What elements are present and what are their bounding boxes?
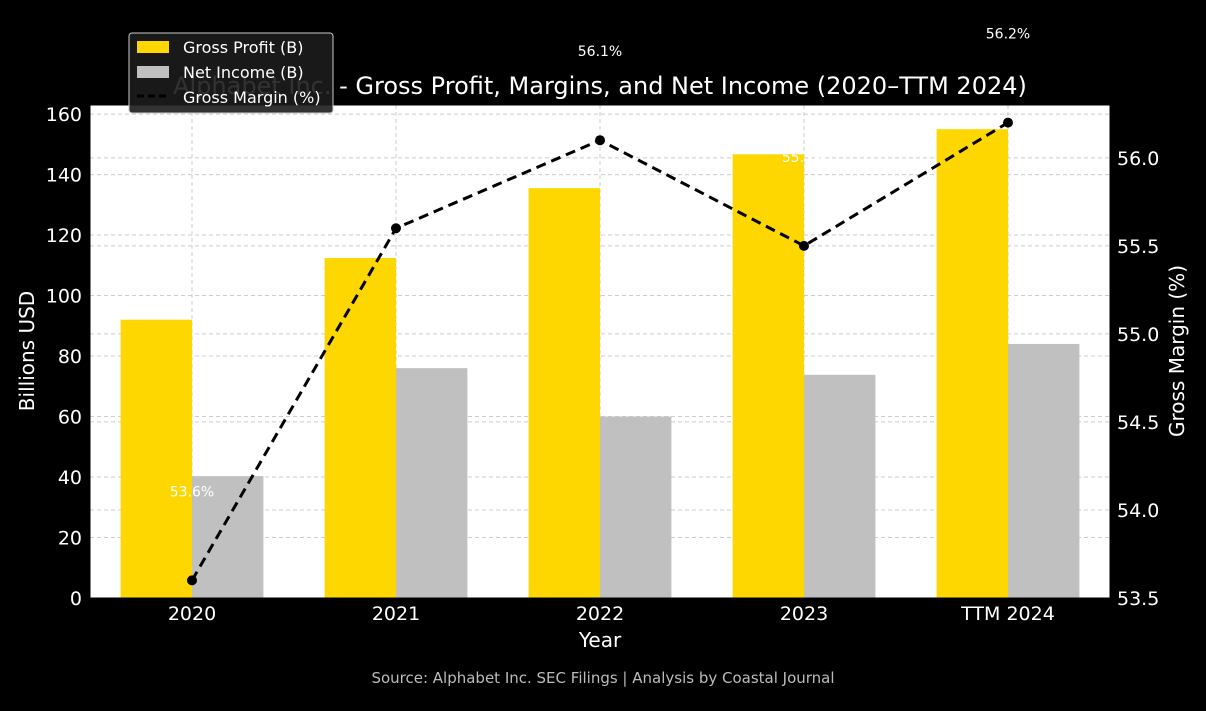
y2-tick-label: 55.5 [1117,236,1159,258]
bar-gross-profit [936,129,1008,598]
x-tick-label: 2023 [780,603,828,625]
y2-tick-labels: 53.5 54.0 54.5 55.0 55.5 56.0 [1117,148,1159,610]
y2-tick-label: 55.0 [1117,324,1159,346]
bar-net-income [396,368,468,598]
legend-label-net-income: Net Income (B) [183,63,304,82]
y2-tick-label: 54.5 [1117,412,1159,434]
bar-gross-profit [120,319,192,598]
annotations: 53.6% 55.6% 56.1% 55.5% 56.2% [170,27,1030,501]
x-tick-labels: 2020 2021 2022 2023 TTM 2024 [168,603,1055,625]
y-tick-label: 40 [58,467,82,489]
legend-label-gross-profit: Gross Profit (B) [183,38,303,57]
x-tick-label: TTM 2024 [960,603,1055,625]
gross-margin-point [187,575,197,586]
legend-swatch-gross-profit [137,41,169,53]
y-axis-label: Billions USD [15,291,39,411]
legend-label-gross-margin: Gross Margin (%) [183,88,321,107]
bar-net-income [1008,343,1080,598]
y-tick-label: 0 [70,588,82,610]
y-tick-labels: 0 20 40 60 80 100 120 140 160 [46,104,82,610]
y2-tick-label: 54.0 [1117,500,1159,522]
bar-gross-profit [324,258,396,598]
y2-tick-label: 56.0 [1117,148,1159,170]
margin-annotation: 56.2% [986,27,1030,43]
y-tick-label: 100 [46,286,82,308]
gross-margin-point [391,223,401,234]
legend: Gross Profit (B) Net Income (B) Gross Ma… [128,32,334,114]
source-note: Source: Alphabet Inc. SEC Filings | Anal… [371,669,834,687]
y-tick-label: 160 [46,104,82,126]
y2-axis-label: Gross Margin (%) [1165,265,1189,437]
legend-box [128,32,334,114]
bar-gross-profit [732,154,804,599]
y-tick-label: 140 [46,165,82,187]
y-tick-label: 80 [58,346,82,368]
bar-net-income [600,416,672,598]
y2-tick-label: 53.5 [1117,588,1159,610]
bar-net-income [192,476,264,598]
plot-frame [89,104,1111,599]
bar-gross-profit [528,188,600,598]
margin-annotation: 53.6% [170,484,214,500]
x-tick-label: 2022 [576,603,624,625]
gross-margin-point [1003,117,1013,128]
x-tick-label: 2021 [372,603,420,625]
bar-net-income [804,374,876,598]
y-tick-label: 120 [46,225,82,247]
gross-margin-line-layer [187,117,1013,586]
legend-swatch-net-income [137,66,169,78]
gross-margin-point [799,240,809,251]
margin-annotation: 55.5% [782,150,826,166]
bars [120,129,1080,599]
gross-margin-point [595,135,605,146]
y-tick-label: 60 [58,407,82,429]
x-axis-label: Year [578,628,622,652]
y-tick-label: 20 [58,528,82,550]
margin-annotation: 56.1% [578,44,622,60]
x-tick-label: 2020 [168,603,216,625]
margin-annotation: 55.6% [374,132,418,148]
